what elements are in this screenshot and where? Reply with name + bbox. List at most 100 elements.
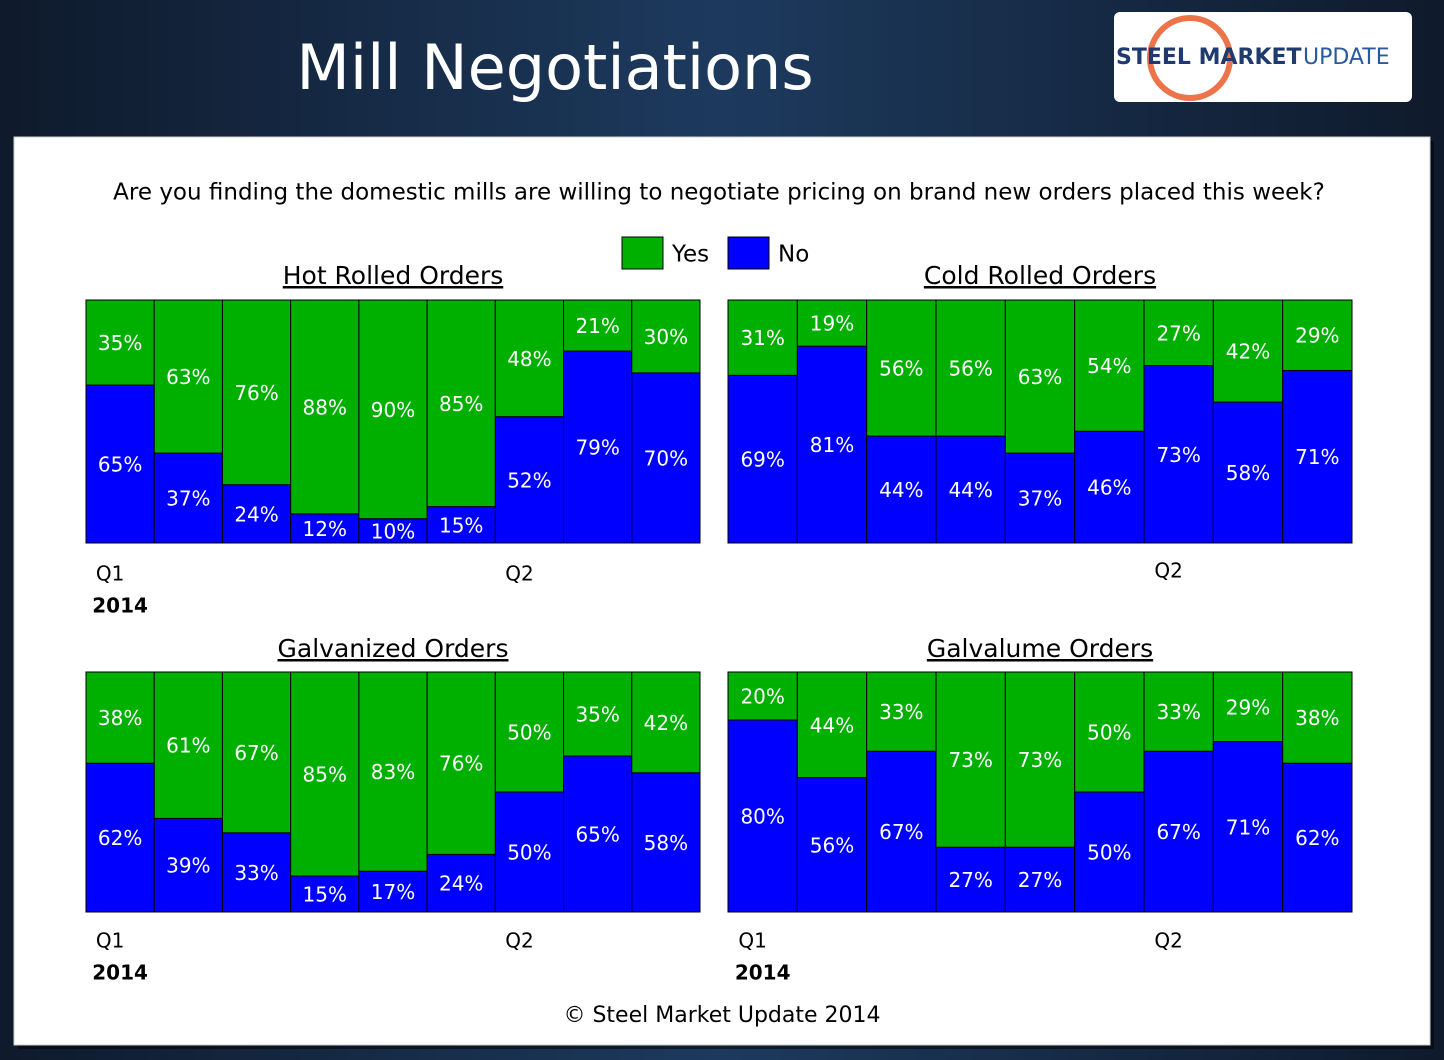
bar-segment [290, 299, 360, 515]
bar-segment [494, 671, 565, 793]
logo-swoosh [1147, 15, 1233, 101]
value-label: 54% [1087, 354, 1131, 378]
value-label: 24% [234, 502, 278, 526]
bar-segment [85, 299, 155, 386]
value-label: 56% [879, 357, 923, 381]
value-label: 69% [740, 448, 784, 472]
value-label: 83% [371, 760, 415, 784]
value-label: 19% [810, 312, 854, 336]
value-label: 48% [507, 347, 551, 371]
bar-segment [1282, 671, 1353, 764]
bar-segment [1212, 299, 1284, 403]
bar-segment [935, 299, 1006, 437]
value-label: 27% [948, 868, 992, 892]
value-label: 63% [166, 365, 210, 389]
bar-segment [153, 817, 223, 913]
value-label: 20% [740, 685, 784, 709]
bar-segment [1074, 671, 1145, 793]
bar-segment [563, 671, 633, 757]
chart-title: Galvanized Orders [278, 634, 509, 663]
value-label: 81% [810, 433, 854, 457]
bar-segment [1282, 762, 1353, 913]
bar-segment [85, 762, 155, 913]
value-label: 62% [1295, 826, 1339, 850]
x-tick-label: Q2 [1154, 559, 1182, 583]
value-label: 30% [644, 325, 688, 349]
bar-segment [1212, 401, 1284, 544]
value-label: 65% [98, 453, 142, 477]
bar-segment [1143, 299, 1214, 367]
bar-segment [290, 875, 360, 913]
bar-segment [1074, 299, 1145, 432]
x-tick-label: Q1 [738, 929, 766, 953]
value-label: 27% [1156, 321, 1200, 345]
value-label: 50% [1087, 721, 1131, 745]
value-label: 31% [740, 326, 784, 350]
value-label: 67% [234, 741, 278, 765]
bar-segment [85, 384, 155, 544]
value-label: 15% [439, 513, 483, 537]
bar-segment [494, 416, 565, 544]
bar-segment [631, 772, 701, 913]
value-label: 27% [1018, 868, 1062, 892]
value-label: 62% [98, 826, 142, 850]
value-label: 33% [879, 700, 923, 724]
bar-segment [426, 853, 496, 913]
legend-swatch [621, 236, 664, 270]
value-label: 73% [1156, 443, 1200, 467]
logo-text: STEEL MARKET [1116, 45, 1302, 70]
bar-segment [358, 870, 428, 913]
bar-segment [796, 299, 868, 347]
chart-title: Hot Rolled Orders [283, 261, 504, 290]
value-label: 61% [166, 734, 210, 758]
value-label: 73% [1018, 748, 1062, 772]
value-label: 76% [234, 381, 278, 405]
bar-segment [494, 299, 565, 418]
year-label: 2014 [735, 961, 791, 985]
value-label: 42% [644, 711, 688, 735]
value-label: 79% [575, 436, 619, 460]
bar-segment [358, 671, 428, 872]
bar-segment [153, 452, 223, 544]
bar-segment [153, 299, 223, 454]
value-label: 50% [507, 841, 551, 865]
bar-segment [935, 846, 1006, 913]
x-tick-label: Q1 [96, 562, 124, 586]
bar-segment [1143, 671, 1214, 752]
value-label: 38% [98, 706, 142, 730]
value-label: 71% [1295, 445, 1339, 469]
chart-title: Galvalume Orders [927, 634, 1153, 663]
logo-box [1114, 12, 1412, 102]
logo-text: UPDATE [1303, 45, 1390, 70]
value-label: 24% [439, 872, 483, 896]
bar-segment [935, 435, 1006, 544]
bar-segment [563, 299, 633, 352]
bar-segment [426, 299, 496, 508]
value-label: 90% [371, 398, 415, 422]
bar-segment [1004, 671, 1076, 848]
value-label: 65% [575, 823, 619, 847]
value-label: 85% [439, 392, 483, 416]
value-label: 73% [948, 748, 992, 772]
bar-segment [631, 671, 701, 774]
bar-segment [563, 755, 633, 913]
value-label: 50% [507, 721, 551, 745]
value-label: 33% [234, 861, 278, 885]
value-label: 35% [575, 703, 619, 727]
value-label: 38% [1295, 706, 1339, 730]
bar-segment [1212, 741, 1284, 913]
value-label: 21% [575, 314, 619, 338]
year-label: 2014 [92, 961, 148, 985]
bar-segment [1004, 452, 1076, 544]
value-label: 44% [948, 478, 992, 502]
bar-segment [1282, 369, 1353, 544]
value-label: 15% [303, 883, 347, 907]
bar-segment [221, 299, 292, 486]
value-label: 33% [1156, 700, 1200, 724]
bar-segment [1004, 846, 1076, 913]
x-tick-label: Q1 [96, 929, 124, 953]
value-label: 63% [1018, 365, 1062, 389]
legend-label: Yes [671, 242, 709, 268]
footer: © Steel Market Update 2014 [563, 1003, 880, 1028]
